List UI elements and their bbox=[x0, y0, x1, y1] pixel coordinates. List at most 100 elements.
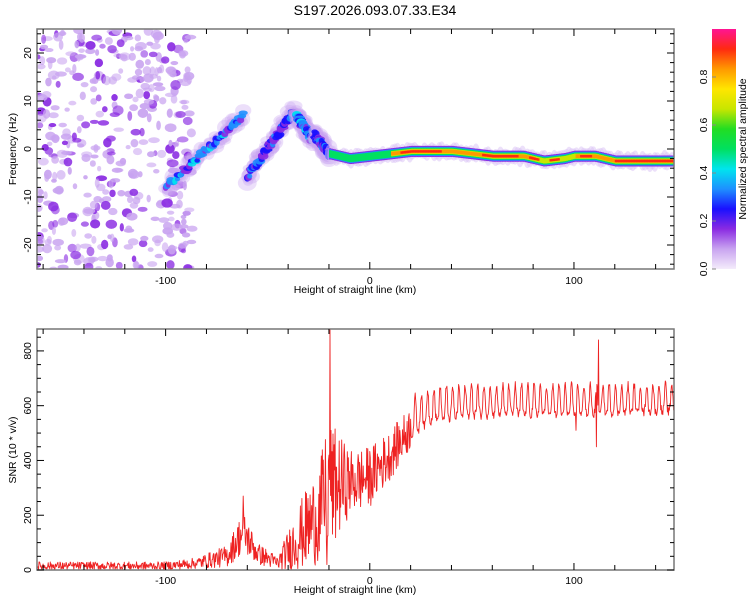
trace-peak bbox=[500, 155, 503, 158]
noise-blob bbox=[165, 143, 175, 154]
trace-band bbox=[606, 157, 609, 161]
noise-blob bbox=[61, 140, 68, 146]
trace-peak bbox=[434, 150, 437, 153]
noise-blob bbox=[79, 91, 86, 101]
trace-peak bbox=[535, 157, 538, 161]
noise-blob bbox=[183, 264, 193, 269]
noise-blob bbox=[56, 170, 66, 180]
trace-peak bbox=[650, 159, 653, 163]
noise-blob bbox=[139, 127, 145, 137]
trace-band bbox=[359, 153, 363, 161]
trace-peak bbox=[437, 150, 441, 153]
trace-band bbox=[338, 152, 341, 160]
noise-blob bbox=[90, 86, 98, 93]
trace-band bbox=[384, 150, 387, 159]
noise-blob bbox=[53, 32, 63, 42]
trace-band bbox=[330, 150, 333, 158]
noise-blob bbox=[128, 52, 136, 61]
trace-band bbox=[371, 152, 374, 160]
noise-blob bbox=[75, 40, 80, 48]
trace-band bbox=[449, 149, 453, 154]
trace-peak bbox=[503, 155, 506, 158]
noise-blob bbox=[113, 127, 125, 132]
noise-blob bbox=[95, 110, 105, 118]
trace-peak bbox=[586, 155, 589, 158]
trace-band bbox=[469, 151, 472, 156]
trace-peak bbox=[658, 159, 662, 163]
noise-blob bbox=[130, 46, 135, 52]
trace-band bbox=[328, 150, 332, 158]
noise-blob bbox=[154, 85, 166, 92]
trace-peak bbox=[551, 158, 554, 162]
noise-blob bbox=[140, 82, 150, 90]
noise-blob bbox=[63, 157, 73, 167]
trace-peak bbox=[655, 159, 658, 163]
noise-blob bbox=[143, 29, 154, 36]
trace-peak bbox=[622, 159, 626, 163]
trace-peak bbox=[418, 150, 421, 153]
noise-blob bbox=[80, 221, 89, 227]
noise-blob bbox=[164, 123, 177, 133]
trace-band bbox=[596, 154, 600, 159]
noise-blob bbox=[108, 76, 118, 85]
noise-blob bbox=[109, 233, 115, 243]
trace-peak bbox=[549, 159, 552, 162]
noise-blob bbox=[125, 225, 133, 233]
trace-band bbox=[598, 155, 601, 159]
noise-blob bbox=[118, 68, 124, 74]
trace-peak bbox=[557, 158, 560, 161]
noise-blob bbox=[50, 105, 60, 111]
noise-blob bbox=[146, 41, 154, 46]
trace-band bbox=[572, 153, 575, 160]
noise-blob bbox=[181, 232, 191, 238]
trace-peak bbox=[431, 150, 434, 153]
chirp-blob bbox=[236, 117, 245, 124]
trace-band bbox=[601, 156, 604, 160]
trace-peak bbox=[483, 153, 486, 157]
noise-blob bbox=[37, 261, 41, 268]
noise-blob bbox=[70, 250, 81, 260]
trace-peak bbox=[645, 159, 649, 163]
trace-peak bbox=[501, 155, 504, 158]
trace-band bbox=[462, 150, 466, 155]
noise-blob bbox=[48, 122, 57, 128]
noise-blob bbox=[170, 80, 181, 90]
noise-blob bbox=[184, 110, 195, 117]
noise-blob bbox=[170, 94, 178, 104]
trace-band bbox=[446, 149, 449, 154]
noise-blob bbox=[41, 228, 48, 233]
noise-blob bbox=[182, 180, 187, 191]
trace-band bbox=[464, 151, 467, 155]
noise-blob bbox=[138, 239, 148, 248]
noise-blob bbox=[171, 183, 181, 191]
noise-blob bbox=[143, 90, 151, 100]
trace-band bbox=[595, 154, 598, 159]
noise-blob bbox=[83, 175, 88, 180]
noise-blob bbox=[50, 205, 60, 215]
noise-blob bbox=[131, 75, 141, 80]
trace-peak bbox=[584, 155, 588, 158]
noise-blob bbox=[89, 257, 96, 263]
noise-blob bbox=[159, 97, 167, 105]
chirp-blob bbox=[174, 176, 181, 182]
noise-blob bbox=[157, 149, 167, 159]
noise-blob bbox=[91, 34, 103, 41]
noise-blob bbox=[64, 107, 70, 112]
trace-peak bbox=[439, 150, 442, 153]
noise-blob bbox=[175, 111, 186, 118]
noise-blob bbox=[147, 261, 158, 267]
noise-blob bbox=[158, 217, 170, 223]
noise-blob bbox=[95, 71, 101, 80]
trace-peak bbox=[632, 159, 635, 163]
x-tick-label: -100 bbox=[155, 275, 176, 287]
trace-band bbox=[544, 158, 547, 164]
trace-peak bbox=[533, 157, 537, 160]
trace-band bbox=[391, 151, 394, 156]
noise-blob bbox=[37, 194, 44, 204]
noise-blob bbox=[81, 153, 91, 162]
noise-blob bbox=[45, 77, 52, 87]
noise-blob bbox=[83, 208, 96, 214]
noise-blob bbox=[154, 239, 161, 247]
trace-band bbox=[459, 150, 462, 155]
trace-peak bbox=[416, 150, 419, 153]
